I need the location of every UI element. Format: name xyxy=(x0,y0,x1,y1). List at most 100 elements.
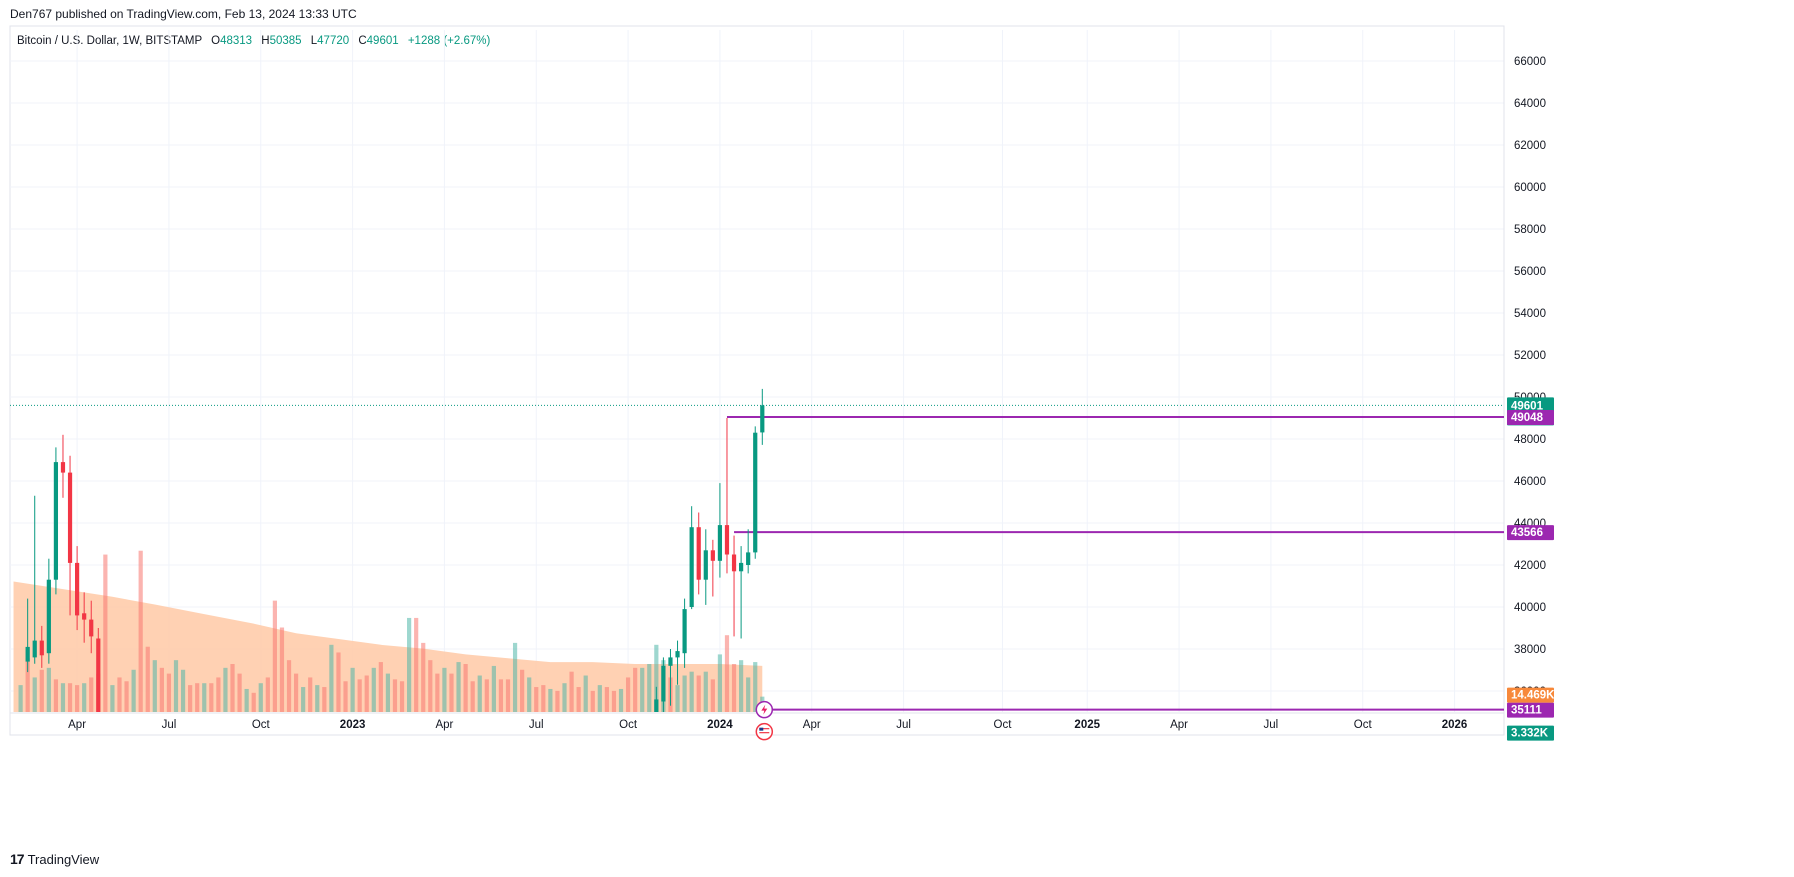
volume-bar xyxy=(710,679,715,712)
volume-bar xyxy=(576,687,581,712)
volume-bar xyxy=(428,660,433,712)
y-tick-label: 38000 xyxy=(1514,644,1546,656)
volume-bar xyxy=(505,679,511,712)
volume-bar xyxy=(159,667,164,712)
volume-bar xyxy=(527,677,532,712)
volume-bar xyxy=(512,642,518,712)
volume-bar xyxy=(39,669,44,712)
volume-bar xyxy=(209,683,214,712)
level-tag-text: 35111 xyxy=(1511,705,1542,717)
candle-body xyxy=(96,638,101,712)
y-tick-label: 62000 xyxy=(1514,140,1546,152)
x-tick-label: Oct xyxy=(994,719,1013,731)
volume-bar xyxy=(272,600,277,712)
candle-body xyxy=(668,657,673,666)
volume-bar xyxy=(724,635,730,712)
volume-bar xyxy=(562,683,567,712)
candle-body xyxy=(661,665,666,702)
volume-bar xyxy=(392,679,398,712)
high-value: 50385 xyxy=(269,35,302,47)
volume-bar xyxy=(117,677,122,712)
volume-bar xyxy=(541,685,546,712)
volume-bar xyxy=(696,675,701,712)
candle-body xyxy=(731,554,737,572)
last-price-value: 49601 xyxy=(1511,400,1544,412)
volume-bar xyxy=(195,683,200,712)
volume-bar xyxy=(188,685,193,712)
candle-body xyxy=(717,525,723,561)
volume-tag-text: 3.332K xyxy=(1511,728,1549,740)
volume-bar xyxy=(145,646,150,712)
level-tag: 43566 xyxy=(1507,525,1554,541)
y-tick-label: 40000 xyxy=(1514,602,1546,614)
candle-body xyxy=(724,525,730,555)
volume-bar xyxy=(618,688,624,712)
high-label: H xyxy=(261,35,270,47)
level-tag-bg xyxy=(1507,525,1554,541)
symbol-title[interactable]: Bitcoin / U.S. Dollar, 1W, BITSTAMP xyxy=(17,35,202,47)
volume-bar xyxy=(703,671,708,712)
volume-bar xyxy=(308,677,313,712)
volume-bar xyxy=(555,690,560,712)
volume-bar xyxy=(371,667,376,712)
y-tick-label: 48000 xyxy=(1514,434,1546,446)
volume-bar xyxy=(357,679,362,712)
candle-body xyxy=(739,562,744,572)
volume-bar xyxy=(286,660,292,712)
volume-bar xyxy=(60,683,66,712)
volume-bar xyxy=(103,554,108,712)
change-value: +1288 (+2.67%) xyxy=(407,35,491,47)
candle-body xyxy=(654,699,659,712)
volume-ma-tag-text: 14.469K xyxy=(1511,690,1555,702)
volume-pane xyxy=(13,550,765,712)
x-tick-label: Apr xyxy=(803,719,821,731)
volume-bar xyxy=(89,677,94,712)
level-tag-text: 43566 xyxy=(1511,527,1543,539)
volume-bar xyxy=(223,667,228,712)
volume-bar xyxy=(216,677,221,712)
candle-body xyxy=(39,640,44,656)
close-value: 49601 xyxy=(366,35,399,47)
volume-bar xyxy=(491,665,496,712)
volume-bar xyxy=(675,685,680,712)
volume-bar xyxy=(301,687,306,712)
volume-bar xyxy=(82,683,87,712)
volume-bar xyxy=(364,675,369,712)
lightning-bolt xyxy=(761,704,768,715)
candle-body xyxy=(32,640,37,658)
candle-body xyxy=(82,613,87,620)
y-tick-label: 60000 xyxy=(1514,182,1546,194)
volume-bar xyxy=(449,673,454,712)
y-tick-label: 52000 xyxy=(1514,350,1546,362)
candle-body xyxy=(703,550,708,580)
level-tag-text: 49048 xyxy=(1511,412,1544,424)
volume-bar xyxy=(484,679,489,712)
volume-bar xyxy=(604,687,609,712)
brand-label: TradingView xyxy=(27,851,100,867)
y-tick-label: 42000 xyxy=(1514,560,1546,572)
volume-bar xyxy=(251,692,256,712)
volume-bar xyxy=(407,617,412,712)
volume-bar xyxy=(534,687,539,712)
y-tick-label: 64000 xyxy=(1514,98,1546,110)
volume-bar xyxy=(597,685,602,712)
volume-bar xyxy=(258,683,263,712)
x-tick-label: Apr xyxy=(1170,719,1188,731)
volume-bar xyxy=(435,673,440,712)
us-flag-icon xyxy=(755,722,774,741)
volume-bar xyxy=(682,675,687,712)
volume-bar xyxy=(456,662,461,712)
footer-brand[interactable]: 17 TradingView xyxy=(10,851,99,867)
candle-body xyxy=(675,651,680,658)
volume-bar xyxy=(633,667,638,712)
volume-bar xyxy=(739,660,744,712)
flag-circle xyxy=(755,722,774,741)
x-tick-label: 2024 xyxy=(707,719,733,731)
y-tick-label: 54000 xyxy=(1514,308,1546,320)
x-tick-label: Jul xyxy=(896,719,911,731)
volume-bar xyxy=(463,664,468,712)
horizontal-levels xyxy=(10,404,1504,711)
volume-bar xyxy=(498,679,504,712)
volume-bar xyxy=(442,667,447,712)
